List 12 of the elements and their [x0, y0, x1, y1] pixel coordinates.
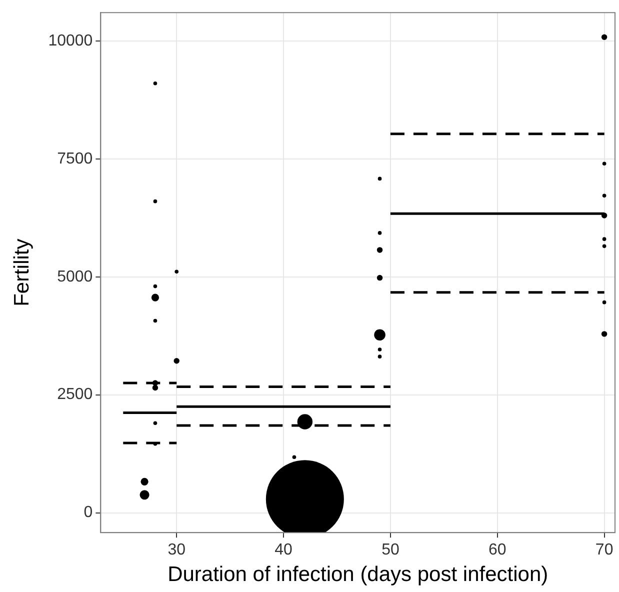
y-tick-label: 10000	[48, 32, 93, 50]
y-axis-title: Fertility	[10, 238, 34, 306]
y-tick-label: 5000	[57, 268, 93, 286]
x-tick-label: 30	[168, 542, 186, 559]
x-tick-label: 60	[488, 542, 506, 559]
y-tick-label: 7500	[57, 150, 93, 168]
y-tick-label: 2500	[57, 386, 93, 404]
x-tick-label: 40	[274, 542, 293, 559]
x-tick-label: 70	[595, 542, 614, 559]
x-axis-title: Duration of infection (days post infection)	[168, 563, 548, 586]
x-tick-label: 50	[382, 542, 400, 559]
y-tick-label: 0	[84, 504, 93, 522]
